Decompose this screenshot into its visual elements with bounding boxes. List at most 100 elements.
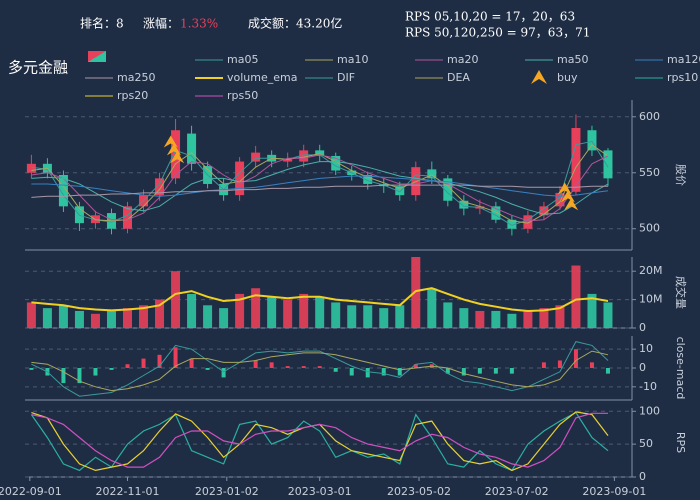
series-line (31, 184, 608, 198)
y-tick-label: 10 (639, 342, 653, 355)
macd-bar (61, 368, 66, 384)
volume-bar (331, 302, 341, 328)
volume-bar (475, 310, 485, 328)
macd-bar (541, 362, 546, 368)
y-tick-label: -10 (639, 380, 657, 393)
macd-bar (269, 362, 274, 368)
macd-bar (189, 358, 194, 368)
legend-label: DIF (337, 71, 355, 84)
volume-bar (171, 271, 181, 328)
macd-bar (285, 366, 290, 368)
header-text: 排名：8 (80, 16, 124, 31)
candle-body (315, 150, 325, 156)
macd-bar (477, 368, 482, 374)
volume-bar (603, 302, 613, 328)
candle-body (571, 127, 581, 192)
volume-bar (74, 310, 84, 328)
y-axis-title: RPS (674, 432, 687, 453)
y-tick-label: 0 (639, 470, 646, 483)
y-tick-label: 100 (639, 404, 660, 417)
volume-bar (555, 305, 565, 328)
header-text: RPS 05,10,20 = 17，20，63 (405, 10, 575, 24)
y-tick-label: 0 (639, 321, 646, 334)
candle-body (251, 152, 261, 162)
candle-body (459, 200, 469, 209)
macd-bar (29, 368, 34, 370)
volume-bar (523, 310, 533, 328)
candle-body (395, 186, 405, 196)
macd-bar (173, 347, 178, 368)
y-axis-title: 成交量 (674, 276, 688, 309)
y-axis-title: 股价 (674, 164, 687, 186)
macd-bar (205, 368, 210, 370)
candle-body (523, 215, 533, 229)
volume-bar (155, 299, 165, 328)
legend-label: rps50 (227, 89, 258, 102)
candle-body (299, 150, 309, 162)
candle-body (331, 155, 341, 171)
macd-bar (301, 366, 306, 368)
candle-body (603, 150, 613, 179)
volume-bar (219, 308, 229, 328)
candle-legend-icon (88, 51, 106, 62)
macd-bar (109, 368, 114, 370)
series-line (31, 287, 609, 313)
legend-label: ma05 (227, 53, 258, 66)
candle-body (555, 192, 565, 207)
macd-bar (77, 368, 82, 384)
candle-body (427, 169, 437, 179)
macd-bar (125, 364, 130, 368)
volume-bar (395, 305, 405, 328)
x-tick-label: 2023-05-02 (387, 485, 451, 498)
volume-bar (347, 305, 357, 328)
legend-label: rps10 (667, 71, 698, 84)
candle-body (411, 167, 421, 196)
y-tick-label: 20M (639, 264, 663, 277)
series-line (31, 161, 609, 215)
legend-label: DEA (447, 71, 470, 84)
volume-bar (443, 302, 453, 328)
y-tick-label: 10M (639, 293, 663, 306)
legend-label: buy (557, 71, 578, 84)
macd-bar (141, 358, 146, 368)
x-tick-label: 2023-03-01 (288, 485, 352, 498)
x-tick-label: 2023-09-01 (582, 485, 646, 498)
volume-bar (411, 257, 421, 328)
header-text: 成交额：43.20亿 (248, 16, 342, 31)
series-line (31, 175, 609, 197)
volume-bar (507, 313, 517, 328)
series-line (31, 350, 609, 392)
macd-bar (221, 368, 226, 378)
macd-bar (461, 368, 466, 376)
volume-bar (379, 308, 389, 328)
candle-body (443, 178, 453, 201)
macd-bar (397, 368, 402, 376)
macd-bar (93, 368, 98, 376)
macd-bar (381, 368, 386, 376)
macd-bar (589, 362, 594, 368)
series-line (31, 154, 609, 222)
macd-bar (365, 368, 370, 378)
candle-body (58, 175, 68, 207)
volume-bar (58, 305, 68, 328)
y-tick-label: 50 (639, 437, 653, 450)
legend-label: ma120 (667, 53, 700, 66)
macd-bar (557, 360, 562, 368)
volume-bar (491, 310, 501, 328)
y-tick-label: 600 (639, 110, 660, 123)
volume-bar (587, 293, 597, 328)
volume-bar (363, 305, 373, 328)
buy-marker (564, 198, 579, 211)
header-text: 1.33% (180, 17, 218, 31)
legend-label: ma10 (337, 53, 368, 66)
legend-label: ma50 (557, 53, 588, 66)
x-tick-label: 2022-11-01 (96, 485, 160, 498)
y-tick-label: 500 (639, 222, 660, 235)
candle-body (283, 159, 293, 162)
macd-bar (349, 368, 354, 376)
volume-bar (90, 313, 100, 328)
title: 多元金融 (8, 59, 68, 77)
volume-bar (267, 296, 277, 328)
volume-bar (539, 308, 549, 328)
